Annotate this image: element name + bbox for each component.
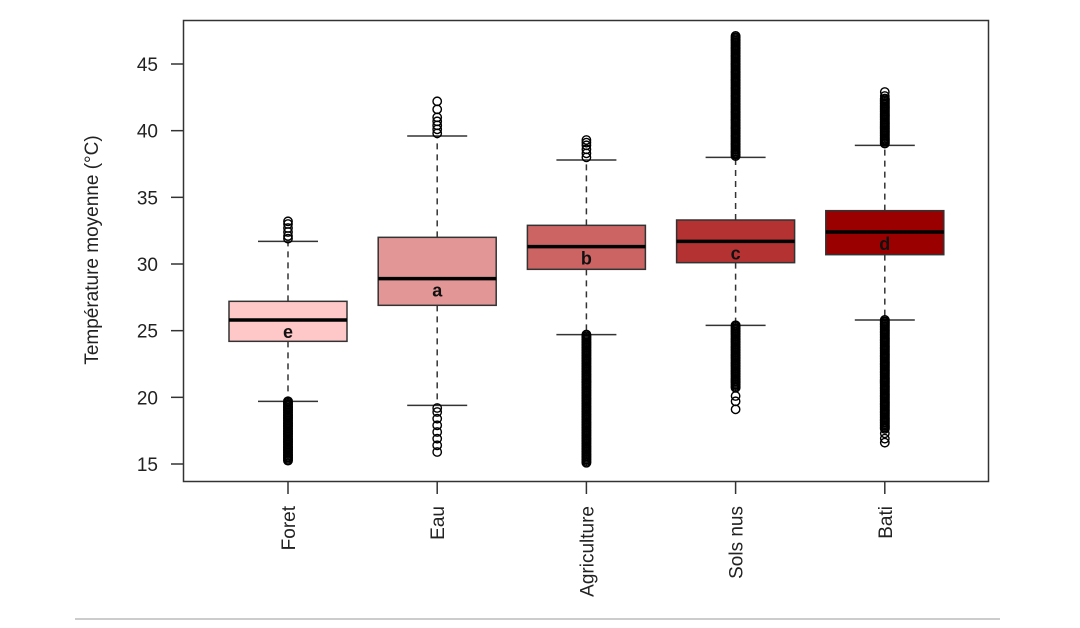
outlier-point <box>730 391 741 401</box>
outlier-point <box>432 440 443 451</box>
outlier-point <box>879 138 890 149</box>
outlier-point <box>432 413 443 424</box>
outlier-point <box>879 437 890 448</box>
outlier-point <box>283 233 293 244</box>
outlier-point <box>432 420 443 431</box>
outlier-point <box>283 219 293 229</box>
box-group-foret: e <box>228 216 348 466</box>
group-letter: e <box>283 322 293 342</box>
outlier-point <box>432 116 443 127</box>
outlier-point <box>581 137 592 148</box>
outlier-point <box>283 216 293 227</box>
outlier-point <box>581 135 592 145</box>
outlier-point <box>581 140 592 151</box>
y-tick-label: 25 <box>137 322 158 343</box>
x-axis: Foret Eau Agriculture Sols nus Bati <box>279 482 897 597</box>
y-tick-label: 45 <box>137 55 158 76</box>
group-letter: b <box>581 249 592 269</box>
group-letter: c <box>731 243 741 263</box>
x-tick-label: Foret <box>279 505 300 550</box>
outlier-point <box>730 151 741 162</box>
y-axis-title: Température moyenne (°C) <box>82 135 103 364</box>
outlier-point <box>432 407 443 417</box>
outlier-point <box>432 433 443 444</box>
box-group-eau: a <box>377 96 497 457</box>
box-group-agriculture: b <box>526 135 647 468</box>
group-letter: d <box>879 234 890 254</box>
outlier-point <box>879 87 890 97</box>
box <box>377 236 497 307</box>
y-axis: 15 20 25 30 35 40 45 <box>137 55 183 476</box>
y-tick-label: 20 <box>137 388 158 409</box>
outlier-point <box>283 223 293 233</box>
outlier-point <box>432 447 443 457</box>
box-group-bati: d <box>825 87 945 448</box>
outlier-point <box>879 433 890 444</box>
group-letter: a <box>432 281 443 301</box>
x-tick-label: Sols nus <box>727 506 748 579</box>
outlier-point <box>432 427 443 437</box>
outlier-point <box>432 104 443 115</box>
outlier-point <box>581 457 592 468</box>
x-tick-label: Bati <box>876 506 897 539</box>
plot-frame <box>182 19 990 483</box>
outlier-point <box>432 403 443 413</box>
y-tick-label: 40 <box>137 122 158 143</box>
outlier-point <box>282 455 293 466</box>
outlier-point <box>879 423 890 434</box>
x-tick-label: Agriculture <box>577 506 598 597</box>
outlier-point <box>730 404 741 415</box>
outlier-point <box>730 396 741 407</box>
x-tick-label: Eau <box>428 506 449 540</box>
y-tick-label: 15 <box>137 455 158 476</box>
outlier-point <box>879 91 890 101</box>
y-tick-label: 35 <box>137 188 158 209</box>
box-group-sols-nus: c <box>675 30 796 415</box>
outlier-point <box>879 428 890 439</box>
y-tick-label: 30 <box>137 255 158 276</box>
outlier-point <box>432 96 443 107</box>
outlier-point <box>581 144 592 155</box>
